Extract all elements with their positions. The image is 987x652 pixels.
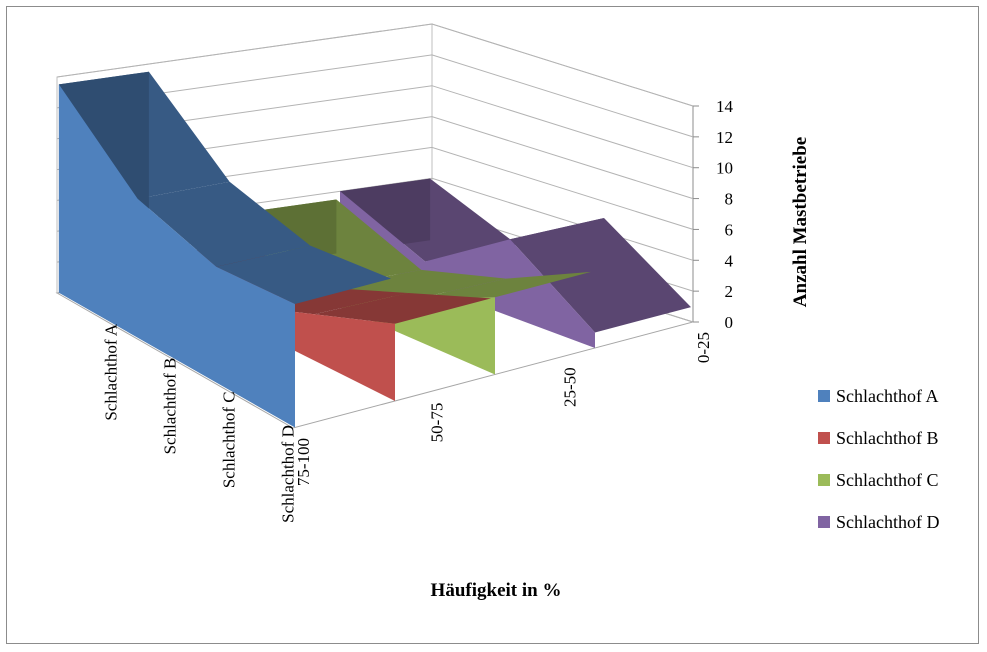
ribbon-front xyxy=(340,191,595,348)
x-axis-title: Häufigkeit in % xyxy=(431,580,562,601)
legend-swatch xyxy=(818,474,830,486)
legend-swatch xyxy=(818,432,830,444)
series-tick-label: Schlachthof A xyxy=(102,323,121,421)
x-tick-label: 25-50 xyxy=(561,367,580,407)
legend-label: Schlachthof A xyxy=(836,386,938,406)
x-tick-labels: 75-100 50-75 25-50 0-25 xyxy=(294,332,713,486)
x-tick-label: 50-75 xyxy=(427,403,446,443)
y-tick-label: 4 xyxy=(725,251,734,270)
ribbon-top xyxy=(412,271,591,300)
y-tick-labels: 0 2 4 6 8 10 12 14 xyxy=(693,97,734,332)
y-tick-label: 8 xyxy=(725,190,734,209)
ribbon-top xyxy=(314,293,491,324)
ribbon-top xyxy=(216,245,391,304)
series-ribbon-1 xyxy=(58,71,391,428)
ribbons xyxy=(58,71,691,428)
series-tick-label: Schlachthof C xyxy=(220,391,239,488)
legend-label: Schlachthof C xyxy=(836,470,938,490)
legend: Schlachthof A Schlachthof B Schlachthof C S… xyxy=(818,386,939,532)
series-tick-labels: Schlachthof A Schlachthof B Schlachthof C S… xyxy=(102,323,298,523)
y-tick-label: 2 xyxy=(725,282,734,301)
ribbon-front xyxy=(246,212,495,375)
y-tick-label: 6 xyxy=(725,220,734,239)
gridline xyxy=(56,23,694,107)
ribbon-front xyxy=(58,84,296,428)
y-tick-label: 14 xyxy=(716,97,734,116)
legend-swatch xyxy=(818,390,830,402)
x-tick-label: 0-25 xyxy=(694,332,713,363)
ribbon-top xyxy=(510,218,691,333)
y-tick-label: 12 xyxy=(716,128,733,147)
series-tick-label: Schlachthof D xyxy=(279,425,298,523)
y-tick-label: 0 xyxy=(725,313,734,332)
series-tick-label: Schlachthof B xyxy=(161,358,180,455)
ribbon-top xyxy=(137,181,311,267)
y-axis-title: Anzahl Mastbetriebe xyxy=(790,137,811,307)
gridline xyxy=(56,54,694,138)
legend-label: Schlachthof B xyxy=(836,428,938,448)
y-tick-label: 10 xyxy=(716,159,733,178)
x-tick-label: 75-100 xyxy=(294,438,313,486)
legend-label: Schlachthof D xyxy=(836,512,939,532)
legend-swatch xyxy=(818,516,830,528)
